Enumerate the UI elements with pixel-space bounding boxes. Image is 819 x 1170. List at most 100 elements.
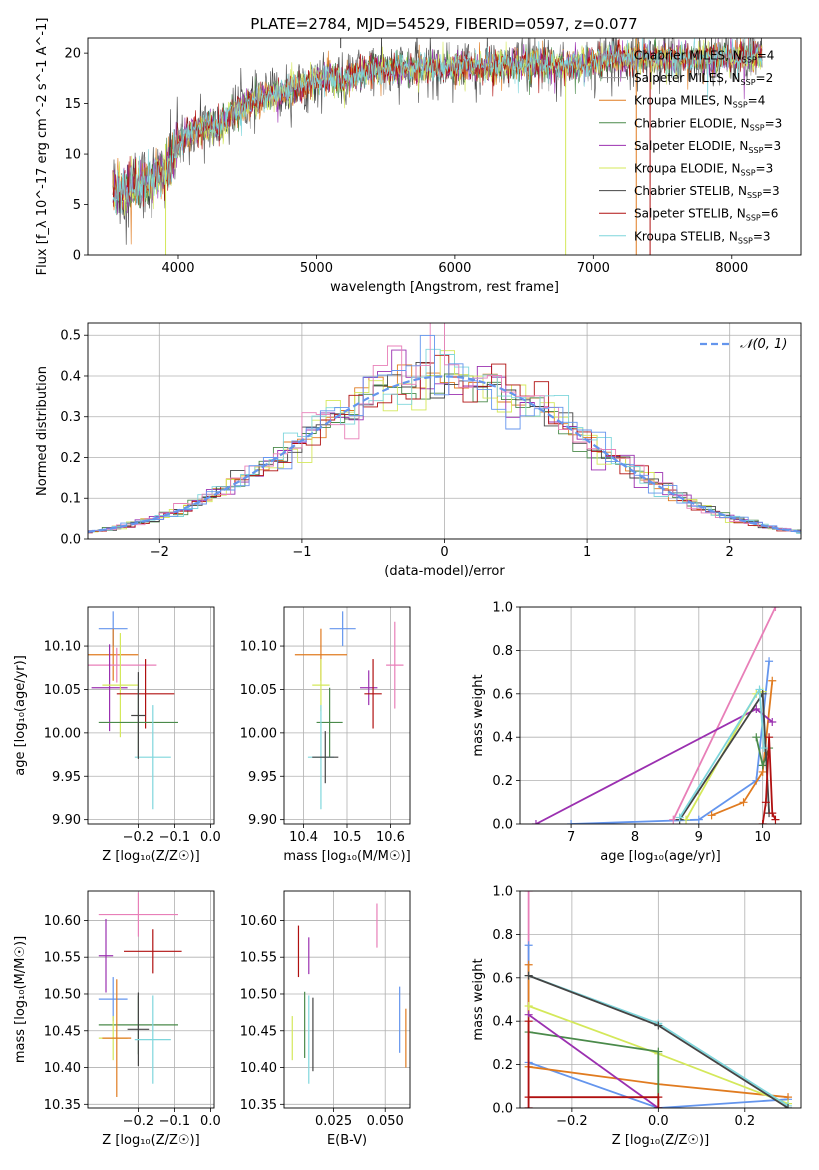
y-tick-label: 9.95 <box>52 770 81 785</box>
spectrum-line-salpeter_stelib <box>112 38 763 209</box>
y-axis-label: Flux [f_λ 10^-17 erg cm^-2 s^-1 A^-1] <box>35 18 50 276</box>
axes-frame <box>87 606 215 825</box>
x-tick-label: 10.6 <box>376 830 405 845</box>
data-point-kroupa_stelib <box>134 995 171 1084</box>
y-tick-label: 20 <box>64 47 81 62</box>
x-tick-label: 0.2 <box>734 1114 755 1129</box>
y-tick-label: 1.0 <box>492 601 513 616</box>
legend-label-normal: 𝒩(0, 1) <box>740 337 787 352</box>
weight-marker-salpeter_stelib <box>654 1104 663 1108</box>
x-tick-label: 10 <box>754 830 771 845</box>
weight-marker-chabrier_miles <box>524 941 533 950</box>
plot-area-age_vs_Z <box>88 607 214 824</box>
y-tick-label: 10.45 <box>44 1024 81 1039</box>
axes-frame <box>283 606 411 825</box>
y-tick-label: 0.8 <box>492 928 513 943</box>
axes-frame <box>519 606 802 825</box>
data-point-kroupa_stelib <box>134 705 171 810</box>
y-axis-label: mass weight <box>471 674 486 756</box>
weight-marker-kroupa_stelib <box>755 685 764 694</box>
y-tick-label: 0.0 <box>60 533 81 548</box>
weight-marker-kroupa_miles <box>707 811 716 820</box>
y-tick-label: 0.2 <box>60 451 81 466</box>
x-tick-label: 0.0 <box>648 1114 669 1129</box>
x-tick-label: 6000 <box>438 261 471 276</box>
x-axis-label: Z [log₁₀(Z/Z☉)] <box>102 849 199 864</box>
legend-label: Kroupa MILES, NSSP=4 <box>634 94 765 110</box>
weight-marker-salpeter_stelib <box>758 820 767 824</box>
y-tick-label: 0.5 <box>60 329 81 344</box>
x-tick-label: −2 <box>150 545 169 560</box>
weight-marker-salpeter_stelib <box>768 809 777 818</box>
y-tick-label: 10.60 <box>44 914 81 929</box>
weight-marker-salpeter_stelib <box>765 733 774 742</box>
panel-weight_vs_age: 7 8 9 10 0.0 0.2 0.4 0.6 0.8 1.0 age [log₁₀(age/yr… <box>471 601 802 864</box>
y-tick-label: 10.45 <box>240 1024 277 1039</box>
plot-area-mass_vs_EBV <box>284 891 410 1108</box>
x-tick-label: 0 <box>440 545 448 560</box>
spectrum-line-chabrier_stelib <box>112 38 763 245</box>
y-tick-label: 0.1 <box>60 492 81 507</box>
plot-area-mass_vs_Z <box>88 891 214 1108</box>
weight-marker-chabrier_miles <box>567 820 576 824</box>
panel-age_vs_Z: −0.2 −0.1 0.0 9.90 9.95 10.00 10.05 10.10 Z [log… <box>13 606 221 864</box>
y-tick-label: 0.4 <box>60 369 81 384</box>
y-tick-label: 9.95 <box>248 770 277 785</box>
x-axis-label: (data-model)/error <box>384 564 505 579</box>
y-tick-label: 0.4 <box>492 1015 513 1030</box>
weight-marker-chabrier_elodie <box>752 733 761 742</box>
legend-label: Chabrier STELIB, NSSP=3 <box>634 184 780 200</box>
weight-marker-salpeter_stelib <box>654 1093 663 1102</box>
legend-label: Salpeter STELIB, NSSP=6 <box>634 207 778 223</box>
plot-area-age_vs_mass <box>284 607 410 824</box>
y-axis-label: mass weight <box>471 958 486 1040</box>
weight-marker-chabrier_miles <box>694 815 703 824</box>
y-tick-label: 10.40 <box>44 1061 81 1076</box>
y-tick-label: 10.50 <box>44 987 81 1002</box>
weight-marker-salpeter_stelib <box>761 798 770 807</box>
data-point-salpeter_stelib <box>124 929 182 974</box>
axes-frame <box>87 322 802 540</box>
x-tick-label: 0.050 <box>367 1114 404 1129</box>
x-tick-label: −0.2 <box>123 830 155 845</box>
y-tick-label: 10.55 <box>240 951 277 966</box>
data-point-pink <box>88 647 157 683</box>
data-point-chabrier_miles <box>329 611 356 647</box>
x-axis-label: Z [log₁₀(Z/Z☉)] <box>102 1133 199 1148</box>
data-point-chabrier_stelib <box>312 731 339 784</box>
legend-label: Salpeter MILES, NSSP=2 <box>634 71 773 87</box>
y-tick-label: 10.10 <box>240 640 277 655</box>
x-tick-label: 7000 <box>577 261 610 276</box>
legend-label: Salpeter ELODIE, NSSP=3 <box>634 139 781 155</box>
weight-marker-kroupa_miles <box>739 798 748 807</box>
weight-marker-salpeter_stelib <box>524 1093 533 1102</box>
data-point-pink <box>386 621 404 709</box>
y-tick-label: 10.00 <box>44 726 81 741</box>
x-tick-label: −0.2 <box>556 1114 588 1129</box>
data-point-kroupa_miles <box>102 979 132 1097</box>
weight-line-salpeter_elodie <box>528 1013 659 1108</box>
y-tick-label: 10.00 <box>240 726 277 741</box>
axes-frame <box>519 890 802 1109</box>
weight-marker-kroupa_elodie <box>524 1002 533 1011</box>
y-tick-label: 10.10 <box>44 640 81 655</box>
x-axis-label: Z [log₁₀(Z/Z☉)] <box>612 1133 709 1148</box>
histogram-kroupa_stelib <box>88 348 801 534</box>
x-axis-label: mass [log₁₀(M/M☉)] <box>283 849 410 864</box>
panel-spectrum: 4000 5000 6000 7000 8000 0 5 10 15 20 wavelength [… <box>35 18 802 295</box>
x-tick-label: 0.0 <box>200 830 221 845</box>
panel-residuals: −2 −1 0 1 2 0.0 0.1 0.2 0.3 0.4 0.5 (data-model)/er… <box>35 322 802 579</box>
weight-marker-pink <box>771 607 780 611</box>
weight-marker-chabrier_stelib <box>654 1021 663 1030</box>
spectrum-line-kroupa_stelib <box>112 38 763 214</box>
data-point-chabrier_miles <box>98 977 128 1022</box>
y-tick-label: 0.3 <box>60 410 81 425</box>
data-point-chabrier_stelib <box>127 992 150 1067</box>
x-axis-label: age [log₁₀(age/yr)] <box>600 849 721 864</box>
data-point-salpeter_elodie <box>91 644 128 732</box>
y-tick-label: 10.55 <box>44 951 81 966</box>
x-tick-label: −0.2 <box>123 1114 155 1129</box>
legend-label: Kroupa ELODIE, NSSP=3 <box>634 162 773 178</box>
plot-area-residuals <box>88 323 801 539</box>
